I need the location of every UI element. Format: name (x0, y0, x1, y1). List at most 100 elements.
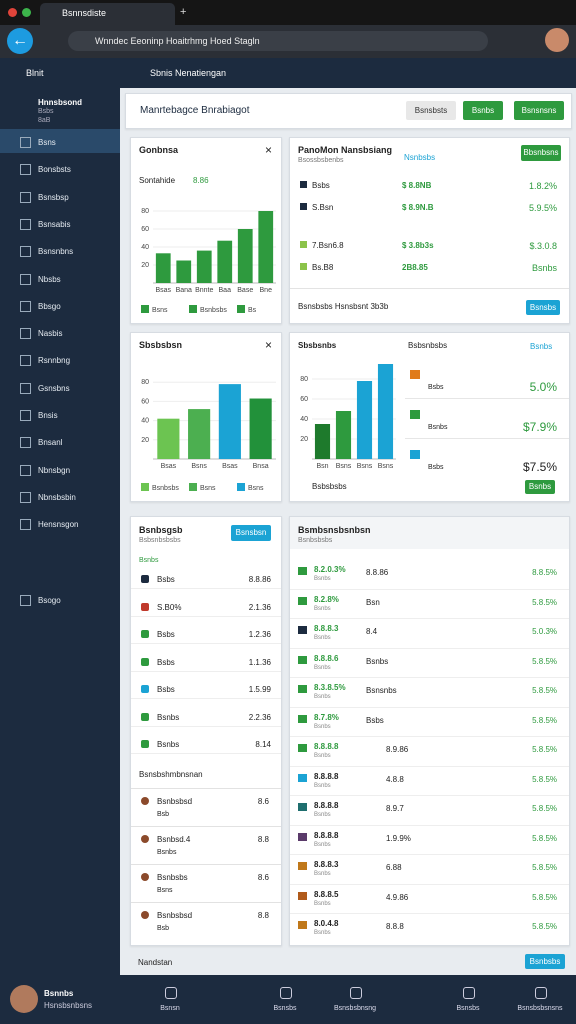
card-subtitle: Bsbsnbsbs (408, 341, 448, 350)
bar (217, 240, 233, 283)
row-label: Bsbs (428, 464, 444, 471)
footer-text: Bsnsbsbs Hsnsbsnt 3b3b (298, 302, 389, 311)
row-mid: $ 8.9N.B (402, 203, 434, 212)
nav-item[interactable]: Bbsgo (38, 301, 61, 311)
nav-icon[interactable] (350, 987, 362, 999)
button[interactable]: Bbsnbsns (521, 145, 561, 161)
nav-icon[interactable] (280, 987, 292, 999)
row-icon (300, 181, 307, 188)
row-icon (141, 602, 149, 611)
y-tick-label: 40 (141, 418, 149, 425)
button[interactable]: Bsnsbsts (406, 101, 456, 120)
button[interactable]: Bsnbs (463, 101, 503, 120)
nav-label[interactable]: Bsnsbs (456, 1005, 480, 1012)
button[interactable]: Bsnsbsn (231, 525, 271, 541)
divider (131, 902, 281, 903)
row-label: Bsnbs (428, 424, 448, 431)
legend-label: Bsnbsbs (200, 307, 227, 314)
nav-item[interactable]: Bnsis (38, 411, 58, 420)
row-value: 1.1.36 (248, 657, 271, 667)
row-value: 5.8.5% (532, 745, 557, 754)
nav-item[interactable]: Gsnsbns (38, 383, 70, 393)
nav-item[interactable]: Nasbis (38, 329, 63, 339)
row-value: 5.8.5% (532, 892, 557, 902)
row-sub: Bsnbs (314, 576, 331, 582)
close[interactable]: × (265, 143, 273, 157)
x-tick-label: Bsns (336, 463, 352, 470)
button[interactable]: Bsnbs (525, 480, 555, 494)
row-value: 1.2.36 (248, 630, 271, 639)
bottom-bar: Bsnnbs Hsnsbsnbsns Bsnsn Bsnsbs Bsnsbsbnsn… (0, 975, 576, 1024)
row-value: 5.8.5% (532, 922, 557, 931)
nav-label[interactable]: Bsnsn (160, 1005, 180, 1012)
legend-swatch (141, 483, 149, 491)
row-icon (141, 911, 149, 919)
row-sub: Bsnbs (314, 635, 331, 641)
row-value: 1.5.99 (248, 685, 271, 694)
row-mid: 8.4 (366, 627, 378, 636)
row-mid: $ 8.8NB (402, 181, 432, 190)
nav-item[interactable]: Bnsanl (38, 438, 63, 448)
button[interactable]: Bsnsnsns (514, 101, 564, 120)
row-label: Bsnbsd.4 (157, 835, 191, 844)
profile-line: 8aB (38, 117, 51, 124)
nav-icon (20, 410, 31, 421)
nav-label[interactable]: Bsnsbsbsnsns (517, 1005, 563, 1012)
nav-icon (20, 437, 31, 449)
nav-label[interactable]: Bsnsbs (273, 1005, 297, 1012)
link[interactable]: Bsnbs (530, 342, 553, 351)
nav-item[interactable]: Nbnsbsbin (38, 492, 76, 502)
y-tick-label: 20 (300, 436, 308, 443)
nav-icon[interactable] (463, 987, 475, 999)
x-tick-label: Bsas (161, 463, 177, 470)
nav-item[interactable]: Bsnsbsp (38, 192, 69, 202)
nav-item[interactable]: Hensnsgon (38, 520, 79, 530)
tab[interactable] (40, 3, 175, 25)
row-icon (298, 891, 307, 900)
nav-item[interactable]: Nbnsbgn (38, 465, 71, 475)
row-icon (141, 712, 149, 721)
bar (314, 424, 331, 459)
row-label: Bsbs (428, 384, 444, 391)
divider (131, 725, 281, 727)
back-button[interactable]: ← (7, 28, 33, 54)
nav-item[interactable]: Bonsbsts (38, 165, 71, 175)
nav-icon (20, 382, 31, 394)
row-value: 8.8.5% (532, 568, 557, 577)
close[interactable]: × (265, 338, 273, 352)
active-item[interactable] (0, 129, 120, 153)
bar (258, 211, 274, 283)
nav-item[interactable]: Nbsbs (38, 274, 61, 284)
nav-item[interactable]: Bsnsnbns (38, 247, 74, 257)
nav-icon[interactable] (165, 987, 177, 999)
card-title: Bsmbsnsbsnbsn (298, 525, 371, 535)
nav-label[interactable]: Bsnsbsbnsng (333, 1005, 377, 1012)
row-icon (141, 740, 149, 748)
avatar[interactable] (10, 985, 38, 1013)
row-label: Bsbs (157, 657, 175, 667)
row-icon (410, 370, 420, 379)
button[interactable]: Bsnbsbs (525, 954, 565, 969)
card-subtitle: Bsbsnbsbsbs (139, 537, 181, 544)
card-subtitle: Bsnbsbsbs (298, 537, 333, 544)
divider (290, 588, 569, 590)
nav-icon[interactable] (535, 987, 547, 999)
divider (290, 677, 569, 678)
row-icon (300, 241, 307, 248)
nav-item[interactable]: Bsns (38, 138, 56, 147)
row-label: Bsnbsbsd (157, 911, 193, 920)
nav-item[interactable]: Bsnsabis (38, 219, 71, 229)
nav-item[interactable]: Bsogo (38, 596, 61, 605)
link[interactable]: Nsnbsbs (404, 153, 436, 162)
nav-item[interactable]: Rsnnbng (38, 356, 71, 366)
divider (290, 647, 569, 649)
chart: 20 40 60 80 Bsas Bsns Bsas Bnsa Bsnbsbs Bsns Bsns (141, 379, 276, 492)
url-field[interactable] (68, 31, 488, 51)
nav-icon (20, 519, 31, 531)
y-tick-label: 20 (141, 437, 149, 444)
avatar[interactable] (545, 28, 569, 52)
new-tab[interactable]: + (180, 6, 187, 18)
button[interactable]: Bsnsbs (526, 300, 560, 315)
row-mid: Bsnsnbs (366, 686, 397, 695)
row-value: 8.8 (257, 911, 269, 920)
